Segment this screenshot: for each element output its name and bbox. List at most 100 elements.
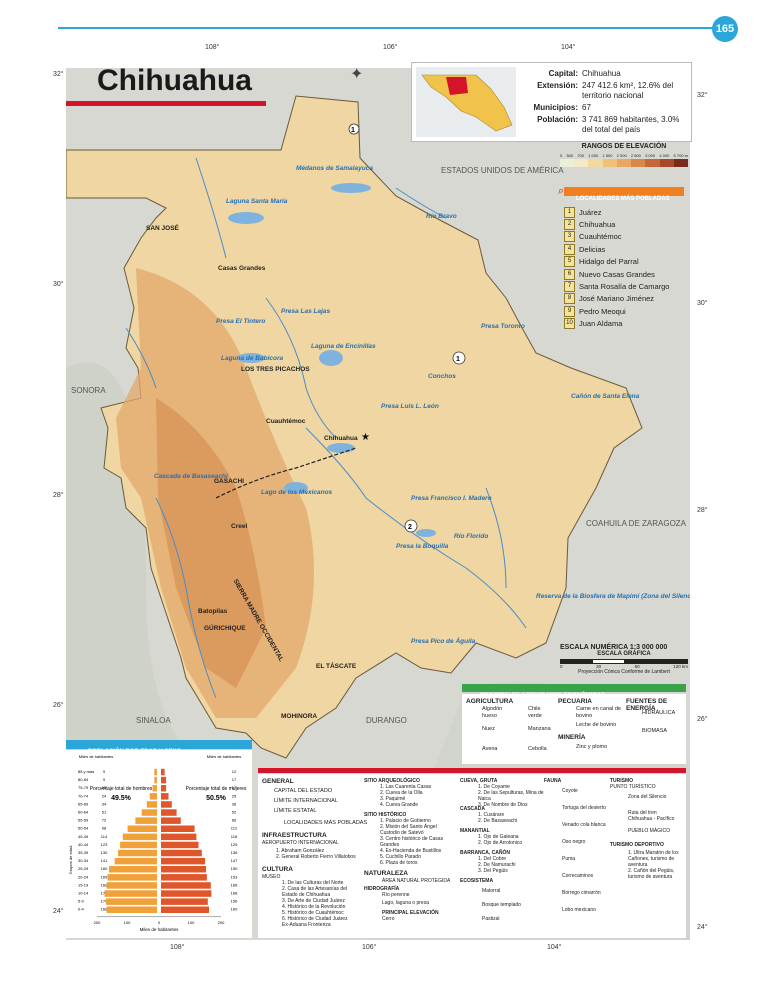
population-header: POBLACIÓN POR EDAD Y SEXO (66, 740, 252, 755)
localidades-header: LOCALIDADES MÁS POBLADAS (564, 187, 684, 202)
localidad-item: 8 José Mariano Jiménez (564, 293, 684, 305)
label-san-jose: SAN JOSÉ (146, 223, 180, 232)
x-tick: 200 (94, 920, 101, 925)
cueva-item: 1. De Coyame (478, 784, 510, 790)
usa-label: ESTADOS UNIDOS DE AMÉRICA (441, 166, 564, 175)
sonora-label: SONORA (71, 386, 106, 395)
historico-item: 1. Palacio de Gobierno (380, 818, 431, 824)
women-value: 166 (231, 882, 238, 887)
legend-naturaleza-title: NATURALEZA (364, 870, 408, 877)
agri-item-cebolla: Cebolla (528, 746, 547, 752)
localidad-name: Juan Aldama (579, 319, 623, 329)
legend-aero-2: 2. General Roberto Fierro Villalobos (276, 854, 356, 860)
women-bar (161, 785, 167, 792)
men-bar (120, 841, 157, 849)
legend-aero-title: AEROPUERTO INTERNACIONAL (262, 840, 339, 846)
women-bar (161, 866, 206, 873)
legend-limite-int: LÍMITE INTERNACIONAL (274, 798, 338, 804)
locality-marker-2: 2 (408, 524, 412, 531)
elevation-ticks: 0 500 700 1 000 1 500 2 000 2 500 3 000 4 000 5 7… (560, 153, 688, 158)
cascada-item: 1. Cusárare (478, 812, 505, 818)
x-axis-label: Miles de habitantes (140, 927, 180, 932)
legend-cultura-title: CULTURA (262, 866, 293, 873)
state-map: ★ ESTADOS UNIDOS DE AMÉRICA SONORA COAHU… (66, 68, 690, 940)
localidad-item: 7 Santa Rosalía de Camargo (564, 280, 684, 293)
mexico-locator-map (416, 67, 516, 137)
museo-item: 6. Histórico de Ciudad Juárez Ex-Aduana … (282, 916, 348, 928)
men-pct: 49.5% (111, 795, 132, 802)
scale-bar (560, 659, 688, 664)
fauna-item: Puma (562, 856, 576, 862)
men-value: 123 (101, 842, 108, 847)
elevation-swatch (645, 159, 660, 167)
elevation-swatch (560, 159, 575, 167)
deportivo-item: 1. Ultra Maratón de los Cañones, turismo… (628, 850, 679, 868)
age-label: 55-59 (78, 818, 89, 823)
label-presa-luis-leon: Presa Luis L. León (381, 403, 439, 410)
elevation-tick: 4 000 (659, 153, 670, 158)
age-label: 40-44 (78, 842, 89, 847)
elevation-legend: RANGOS DE ELEVACIÓN 0 500 700 1 000 1 500 2 0… (560, 143, 688, 167)
legend-capital: CAPITAL DEL ESTADO (274, 788, 333, 794)
age-label: 85 y más (78, 769, 94, 774)
coord-left-24: 24° (53, 908, 64, 915)
localidad-number: 9 (564, 305, 575, 317)
extension-key: Extensión: (537, 81, 578, 90)
women-value: 36 (232, 801, 237, 806)
women-bar (161, 809, 177, 816)
legend-arqueo-list: 1. Las Cuarenta Casas 2. Cueva de la Olla… (380, 784, 448, 808)
coord-right-24: 24° (697, 924, 708, 931)
age-label: 75-79 (78, 785, 89, 790)
map-area: ★ ESTADOS UNIDOS DE AMÉRICA SONORA COAHU… (66, 68, 690, 940)
age-label: 65-69 (78, 801, 89, 806)
women-bar (161, 768, 165, 776)
women-value: 118 (231, 834, 238, 839)
women-value: 17 (232, 777, 237, 782)
label-rio-conchos: Conchos (428, 373, 456, 380)
women-bar (161, 801, 172, 808)
coord-right-26: 26° (697, 716, 708, 723)
label-mohinora: MOHINORA (281, 713, 317, 720)
men-bar (106, 882, 157, 889)
age-label: 60-64 (78, 810, 89, 815)
men-value: 141 (101, 858, 108, 863)
women-value: 150 (231, 866, 238, 871)
localidad-item: 5 Hidalgo del Parral (564, 256, 684, 268)
men-bar (106, 906, 157, 913)
men-bar (127, 825, 157, 832)
localidad-name: Chihuahua (579, 220, 616, 230)
legend-manantial-list: 1. Ojo de Galeana 2. Ojo de Arrotonico (478, 834, 546, 846)
magnifier-icon: ⌕ (558, 185, 565, 197)
mineria-title: MINERÍA (558, 734, 586, 741)
men-value: 9 (103, 777, 106, 782)
fauna-item: Correcaminos (562, 873, 594, 879)
label-cascada-basaseachi: Cascada de Basaseachi (154, 473, 228, 480)
coord-left-30: 30° (53, 281, 64, 288)
agricultura-title: AGRICULTURA (466, 698, 514, 705)
agri-item-manzana: Manzana (528, 726, 551, 732)
men-value: 168 (101, 907, 108, 912)
legend-cueva-list: 1. De Coyame 2. De las Sepulturas, Mina d… (478, 784, 546, 808)
elevation-tick: 700 (577, 153, 585, 158)
women-value: 125 (231, 842, 238, 847)
historico-item: 2. Misión del Santo Ángel Custodio de Sa… (380, 824, 437, 836)
legend-barranca-list: 1. Del Cobre 2. De Namurachi 3. Del Pegüis (478, 856, 546, 874)
museo-item: 4. Histórico de la Revolución (282, 904, 346, 910)
men-value: 98 (102, 826, 107, 831)
women-bar (161, 793, 169, 800)
age-label: 35-39 (78, 850, 89, 855)
legend-eco-matorral: Matorral (482, 888, 501, 894)
men-value: 130 (101, 850, 108, 855)
legend-aero-1: 1. Abraham González (276, 848, 325, 854)
label-chihuahua: Chihuahua (324, 435, 358, 442)
women-value: 66 (232, 818, 237, 823)
localidad-number: 3 (564, 231, 575, 243)
localidad-name: Santa Rosalía de Camargo (579, 282, 670, 292)
compass-rose-icon: ✦ (350, 66, 364, 83)
extension-value: 247 412.6 km², 12.6% del territorio naci… (582, 81, 674, 100)
men-bar (109, 866, 157, 873)
localidades-title: LOCALIDADES MÁS POBLADAS (576, 196, 670, 202)
legend-panel: GENERAL CAPITAL DEL ESTADO LÍMITE INTERN… (258, 774, 686, 938)
page-title: Chihuahua (97, 64, 252, 97)
label-tascate: EL TÁSCATE (316, 661, 357, 670)
